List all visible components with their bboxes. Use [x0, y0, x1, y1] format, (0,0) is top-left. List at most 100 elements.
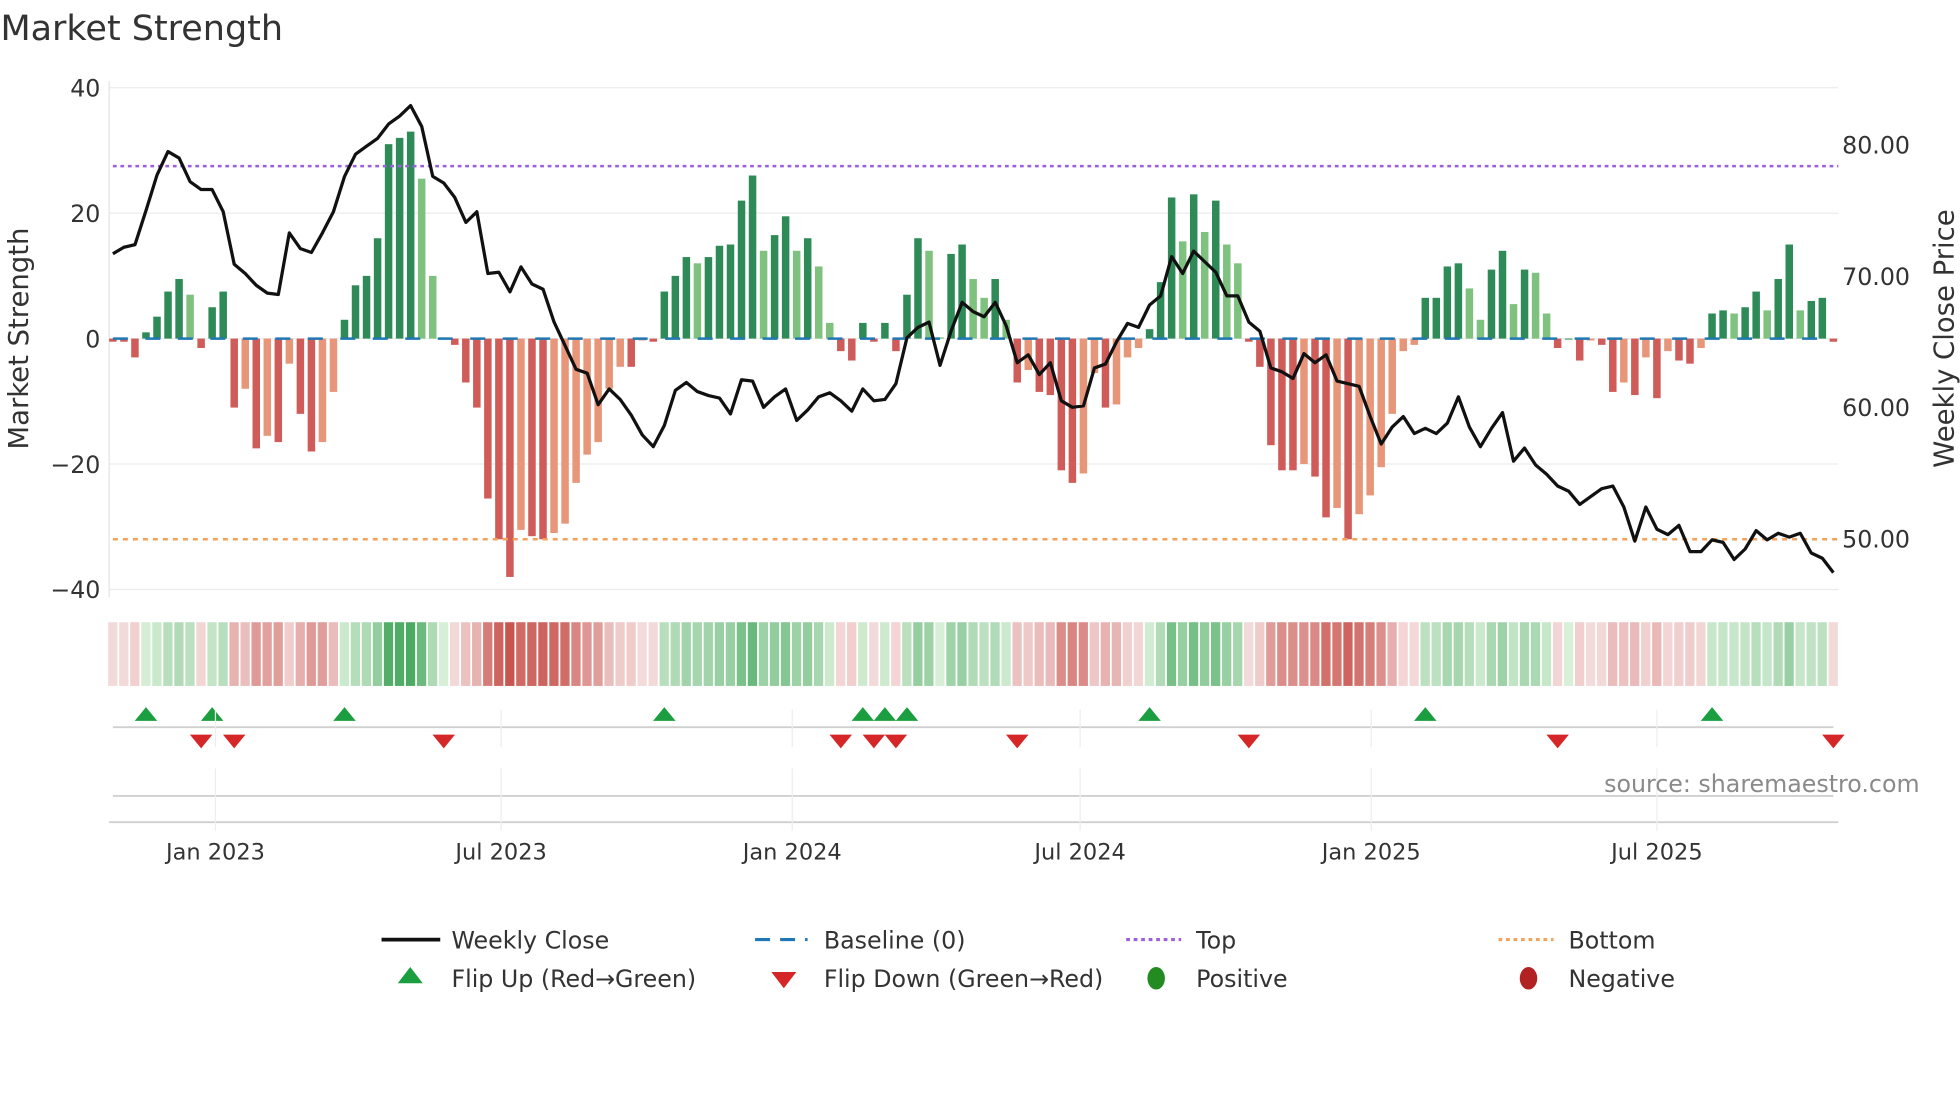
legend-negative: Negative — [1568, 965, 1674, 993]
strip-cell-negative — [1012, 622, 1022, 686]
strength-heat-strip — [108, 622, 1838, 686]
negative-bar — [285, 338, 294, 364]
flip-up-marker — [851, 707, 875, 721]
positive-bar — [881, 322, 889, 339]
strip-cell-positive — [1707, 622, 1717, 686]
negative-bar — [197, 338, 205, 349]
strip-cell-negative — [262, 622, 272, 686]
flip-down-marker — [1822, 734, 1845, 749]
strip-cell-negative — [1674, 622, 1684, 686]
y-tick-label: 40 — [70, 74, 100, 102]
strip-cell-negative — [284, 622, 294, 686]
negative-bar — [274, 338, 283, 443]
strip-cell-positive — [1740, 622, 1750, 686]
strip-cell-negative — [1034, 622, 1044, 686]
negative-bar — [318, 338, 327, 443]
strip-cell-negative — [317, 622, 327, 686]
strip-cell-negative — [1376, 622, 1386, 686]
y-tick-label: 20 — [70, 200, 100, 228]
strip-cell-negative — [108, 622, 118, 686]
strip-cell-negative — [1685, 622, 1695, 686]
weekly-close-series — [112, 103, 1835, 574]
strip-cell-positive — [1497, 622, 1508, 686]
strip-cell-negative — [626, 622, 636, 686]
positive-bar — [340, 319, 349, 339]
flip-down-marker — [1546, 734, 1569, 749]
strip-cell-positive — [968, 622, 978, 686]
x-tick-label: Jan 2025 — [1320, 840, 1421, 866]
strip-cell-positive — [1464, 622, 1474, 686]
strip-cell-negative — [472, 622, 482, 686]
strip-cell-positive — [946, 622, 956, 686]
strip-cell-positive — [350, 622, 361, 686]
strip-cell-positive — [1177, 622, 1188, 686]
strip-cell-positive — [405, 622, 416, 686]
strip-cell-negative — [538, 622, 548, 686]
positive-bar — [186, 294, 194, 339]
y2-tick-label: 70.00 — [1842, 263, 1910, 291]
strip-cell-positive — [659, 622, 669, 686]
strip-cell-positive — [339, 622, 350, 686]
strip-cell-positive — [1453, 622, 1463, 686]
strip-cell-negative — [461, 622, 471, 686]
chart-title: Market Strength — [0, 9, 283, 49]
positive-bar — [153, 316, 161, 339]
strip-cell-negative — [1133, 622, 1144, 686]
negative-bar — [1609, 338, 1617, 392]
positive-bar — [1476, 319, 1485, 339]
negative-bar — [1553, 338, 1562, 349]
negative-bar — [1344, 338, 1352, 540]
strip-cell-positive — [174, 622, 184, 686]
strip-cell-positive — [758, 622, 769, 686]
negative-bar — [1697, 338, 1705, 349]
positive-bar — [715, 245, 724, 339]
flip-up-marker — [1138, 707, 1161, 721]
positive-bar — [384, 144, 393, 339]
strip-cell-negative — [1663, 622, 1673, 686]
negative-bar — [1642, 338, 1650, 358]
negative-bar — [870, 338, 878, 342]
strip-cell-positive — [824, 622, 835, 686]
strip-cell-positive — [141, 622, 151, 686]
positive-bar — [914, 238, 922, 339]
strip-cell-negative — [505, 622, 515, 686]
strip-cell-negative — [1619, 622, 1629, 686]
y-tick-label: −20 — [50, 451, 100, 479]
strip-cell-negative — [571, 622, 581, 686]
negative-bar — [1112, 338, 1121, 405]
strip-cell-positive — [692, 622, 702, 686]
negative-bar — [1134, 338, 1143, 349]
positive-bar — [748, 175, 757, 339]
positive-bar — [781, 216, 790, 339]
positive-bar — [1719, 310, 1727, 339]
source-label: source: sharemaestro.com — [1604, 770, 1919, 798]
negative-bar — [230, 338, 238, 408]
strip-cell-negative — [604, 622, 614, 686]
negative-bar — [1289, 338, 1297, 471]
flip-down-marker — [862, 734, 886, 749]
strip-cell-positive — [1233, 622, 1243, 686]
strip-cell-positive — [1519, 622, 1530, 686]
negative-bar — [1311, 338, 1319, 477]
strip-cell-positive — [1541, 622, 1552, 686]
strip-cell-positive — [1420, 622, 1430, 686]
flip-up-marker — [895, 707, 919, 721]
strip-cell-negative — [1089, 622, 1099, 686]
strip-cell-positive — [1817, 622, 1827, 686]
positive-bar — [1807, 300, 1816, 339]
positive-bar — [792, 250, 801, 339]
strip-cell-negative — [1244, 622, 1254, 686]
strip-cell-positive — [736, 622, 747, 686]
positive-bar — [1200, 231, 1209, 339]
strip-cell-negative — [1266, 622, 1276, 686]
strip-cell-positive — [957, 622, 967, 686]
strip-cell-negative — [593, 622, 603, 686]
strip-cell-negative — [1585, 622, 1596, 686]
negative-bar — [120, 338, 128, 342]
flip-down-marker — [222, 734, 246, 749]
positive-bar — [362, 275, 371, 339]
negative-bar — [572, 338, 580, 483]
positive-bar — [671, 275, 680, 339]
strip-cell-positive — [1001, 622, 1011, 686]
negative-bar — [539, 338, 547, 540]
